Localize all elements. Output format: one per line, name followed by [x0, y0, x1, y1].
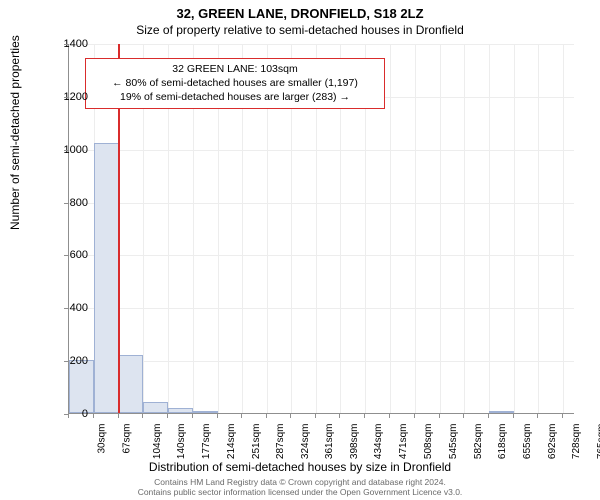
- gridline-horizontal: [69, 150, 574, 151]
- x-tick-mark: [389, 414, 390, 418]
- x-tick-label: 655sqm: [522, 424, 533, 460]
- gridline-vertical: [415, 44, 416, 413]
- x-tick-mark: [266, 414, 267, 418]
- title-main: 32, GREEN LANE, DRONFIELD, S18 2LZ: [0, 0, 600, 21]
- x-tick-label: 618sqm: [497, 424, 508, 460]
- footer-line1: Contains HM Land Registry data © Crown c…: [0, 477, 600, 488]
- histogram-bar: [143, 402, 168, 413]
- x-tick-label: 67sqm: [121, 424, 132, 454]
- x-tick-mark: [167, 414, 168, 418]
- annotation-line: ← 80% of semi-detached houses are smalle…: [92, 76, 378, 90]
- x-tick-label: 545sqm: [448, 424, 459, 460]
- x-tick-label: 434sqm: [374, 424, 385, 460]
- x-tick-mark: [537, 414, 538, 418]
- annotation-line: 32 GREEN LANE: 103sqm: [92, 62, 378, 76]
- x-tick-label: 471sqm: [398, 424, 409, 460]
- gridline-vertical: [390, 44, 391, 413]
- x-tick-label: 361sqm: [325, 424, 336, 460]
- x-tick-label: 728sqm: [571, 424, 582, 460]
- x-tick-mark: [414, 414, 415, 418]
- x-tick-mark: [118, 414, 119, 418]
- x-tick-mark: [513, 414, 514, 418]
- x-tick-label: 251sqm: [251, 424, 262, 460]
- chart-plot-area: 32 GREEN LANE: 103sqm← 80% of semi-detac…: [68, 44, 574, 414]
- y-tick-mark: [64, 97, 68, 98]
- x-tick-label: 287sqm: [275, 424, 286, 460]
- x-tick-mark: [463, 414, 464, 418]
- histogram-bar: [69, 360, 94, 413]
- x-axis-label: Distribution of semi-detached houses by …: [0, 460, 600, 474]
- gridline-horizontal: [69, 255, 574, 256]
- x-tick-mark: [364, 414, 365, 418]
- x-tick-label: 177sqm: [201, 424, 212, 460]
- x-tick-label: 692sqm: [547, 424, 558, 460]
- x-tick-mark: [439, 414, 440, 418]
- annotation-line: 19% of semi-detached houses are larger (…: [92, 90, 378, 104]
- x-tick-mark: [339, 414, 340, 418]
- gridline-vertical: [489, 44, 490, 413]
- x-tick-mark: [562, 414, 563, 418]
- y-tick-mark: [64, 361, 68, 362]
- gridline-horizontal: [69, 203, 574, 204]
- x-tick-mark: [217, 414, 218, 418]
- x-tick-label: 214sqm: [226, 424, 237, 460]
- footer-line2: Contains public sector information licen…: [0, 487, 600, 498]
- x-tick-mark: [192, 414, 193, 418]
- x-tick-mark: [142, 414, 143, 418]
- y-tick-mark: [64, 44, 68, 45]
- x-tick-label: 765sqm: [596, 424, 600, 460]
- footer-attribution: Contains HM Land Registry data © Crown c…: [0, 477, 600, 498]
- gridline-vertical: [514, 44, 515, 413]
- gridline-horizontal: [69, 44, 574, 45]
- histogram-bar: [94, 143, 119, 413]
- x-tick-label: 582sqm: [473, 424, 484, 460]
- x-tick-label: 398sqm: [349, 424, 360, 460]
- annotation-callout: 32 GREEN LANE: 103sqm← 80% of semi-detac…: [85, 58, 385, 109]
- x-tick-mark: [68, 414, 69, 418]
- gridline-vertical: [563, 44, 564, 413]
- y-tick-mark: [64, 308, 68, 309]
- x-tick-mark: [315, 414, 316, 418]
- y-tick-mark: [64, 203, 68, 204]
- title-sub: Size of property relative to semi-detach…: [0, 21, 600, 37]
- x-tick-mark: [488, 414, 489, 418]
- gridline-vertical: [538, 44, 539, 413]
- y-tick-mark: [64, 255, 68, 256]
- gridline-horizontal: [69, 361, 574, 362]
- y-axis-label: Number of semi-detached properties: [8, 35, 22, 230]
- histogram-bar: [119, 355, 143, 413]
- x-tick-label: 324sqm: [300, 424, 311, 460]
- x-tick-mark: [93, 414, 94, 418]
- gridline-vertical: [440, 44, 441, 413]
- x-tick-label: 508sqm: [423, 424, 434, 460]
- x-tick-mark: [290, 414, 291, 418]
- histogram-bar: [168, 408, 193, 413]
- x-tick-label: 30sqm: [97, 424, 108, 454]
- x-tick-mark: [241, 414, 242, 418]
- gridline-horizontal: [69, 308, 574, 309]
- y-tick-mark: [64, 150, 68, 151]
- histogram-bar: [489, 411, 514, 413]
- x-tick-label: 140sqm: [176, 424, 187, 460]
- x-tick-label: 104sqm: [152, 424, 163, 460]
- gridline-vertical: [464, 44, 465, 413]
- histogram-bar: [193, 411, 218, 413]
